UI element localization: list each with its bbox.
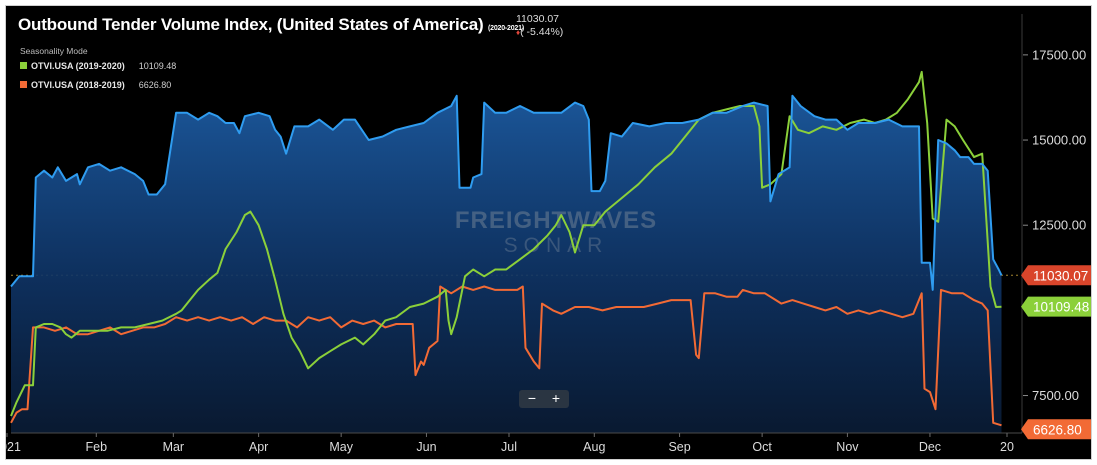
zoom-controls: − + [519,390,569,408]
x-tick-label: Sep [668,440,690,454]
legend-name: OTVI.USA (2018-2019) [31,80,125,90]
badge-value: 6626.80 [1033,422,1082,437]
x-tick-label: Jun [416,440,436,454]
x-tick-label: Jul [501,440,517,454]
badge-value: 10109.48 [1033,300,1089,315]
watermark: FREIGHTWAVES SONAR [455,207,657,257]
last-value-badge: 11030.07 [1021,265,1091,286]
x-tick-label: 2021 [6,440,21,454]
zoom-in-button[interactable]: + [551,390,561,406]
badge-value: 11030.07 [1033,268,1088,283]
y-tick-label: 12500.00 [1032,218,1086,233]
zoom-out-button[interactable]: − [527,390,537,406]
series-area-current [11,95,1002,434]
badge-shape [1021,419,1091,440]
x-tick-label: May [329,440,353,454]
chart-canvas: FREIGHTWAVES SONAR 17500.00 15000.00 12500… [6,14,1091,454]
chart-title-sub: (2020-2021) [488,25,524,32]
legend-swatch-icon [20,81,27,88]
series-line-1 [10,70,1002,417]
chart-panel: FREIGHTWAVES SONAR 17500.00 15000.00 12500… [5,5,1092,460]
last-value-badge: 6626.80 [1021,419,1091,440]
legend-item-2019-2020[interactable]: OTVI.USA (2019-2020) 10109.48 [20,61,176,71]
seasonality-mode-label: Seasonality Mode [20,46,88,56]
badge-shape [1021,296,1091,317]
legend-value: 10109.48 [138,61,177,71]
x-tick-label: 20 [1000,440,1014,454]
x-tick-label: Feb [86,440,108,454]
last-value-block: 11030.07 ♦( -5.44%) [516,13,563,39]
chart-title: Outbound Tender Volume Index, (United St… [18,15,524,35]
series-line-2 [10,285,1002,427]
percent-change: ( -5.44%) [520,26,564,38]
legend-swatch-icon [20,62,27,69]
x-tick-label: Mar [163,440,185,454]
x-tick-label: Apr [249,440,268,454]
x-tick-label: Nov [836,440,859,454]
watermark-line2: SONAR [504,234,609,257]
y-tick-label: 17500.00 [1032,47,1086,62]
series-line-0 [10,94,1003,291]
area-layer [11,95,1002,434]
y-tick-label: 15000.00 [1032,133,1086,148]
last-value: 11030.07 [516,13,560,25]
legend-item-2018-2019[interactable]: OTVI.USA (2018-2019) 6626.80 [20,80,171,90]
change-down-icon: ♦ [516,28,521,37]
legend-value: 6626.80 [138,80,172,90]
x-tick-label: Dec [919,440,941,454]
legend-name: OTVI.USA (2019-2020) [31,61,125,71]
series-lines [10,70,1003,427]
watermark-line1: FREIGHTWAVES [455,207,657,234]
chart-title-text: Outbound Tender Volume Index, (United St… [18,15,484,34]
last-value-badge: 10109.48 [1021,296,1091,317]
axes: 17500.00 15000.00 12500.00 7500.00 2021 Feb Ma… [6,14,1091,454]
y-tick-label: 7500.00 [1032,388,1079,403]
x-tick-label: Oct [752,440,772,454]
badge-shape [1021,265,1091,286]
x-tick-label: Aug [583,440,605,454]
